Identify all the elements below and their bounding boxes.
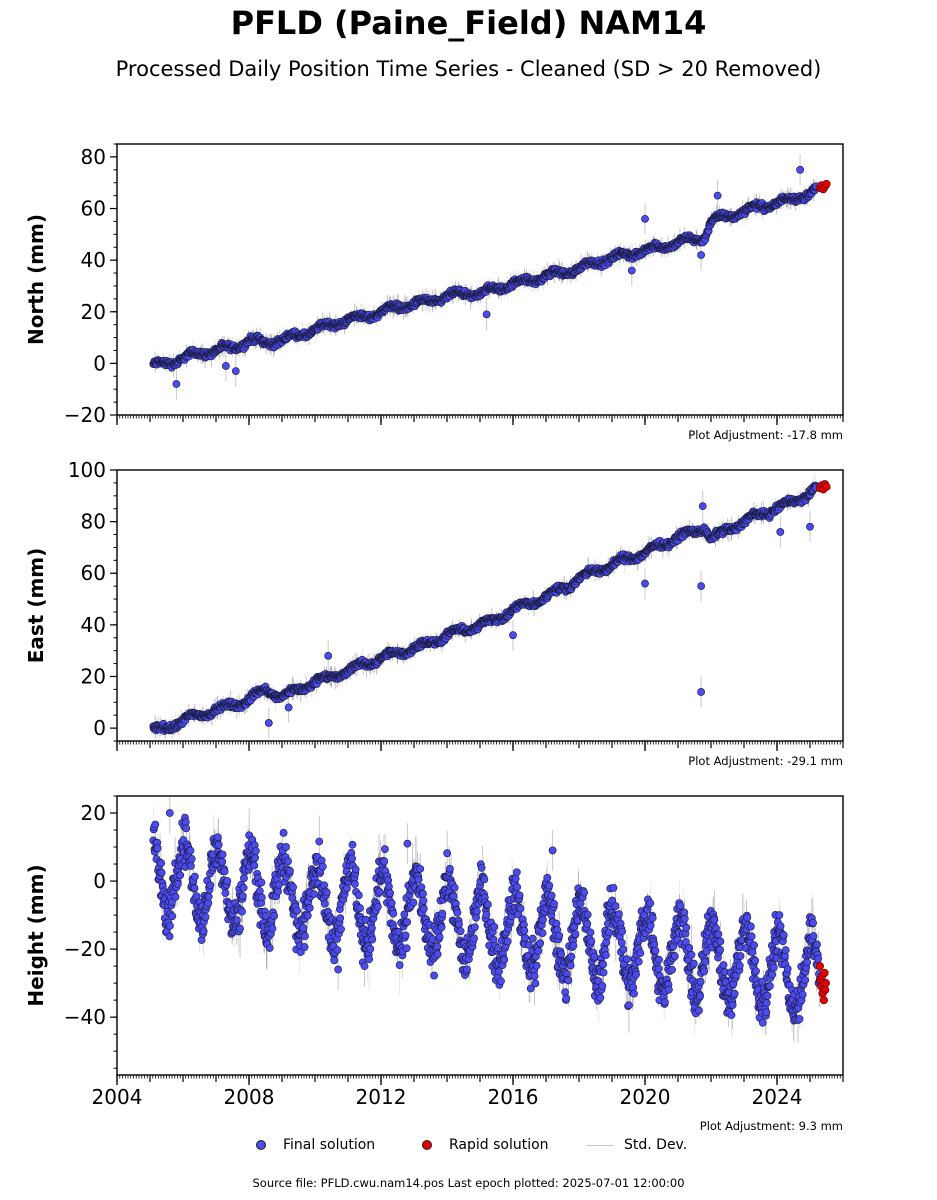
y-tick-label: 0 <box>93 351 106 375</box>
outlier-point <box>264 719 273 727</box>
y-tick-label: 100 <box>68 458 106 482</box>
outlier-point <box>482 310 491 319</box>
y-tick-label: 80 <box>81 510 106 534</box>
y-tick-label: 40 <box>81 248 106 272</box>
outlier-point <box>509 631 517 640</box>
y-axis-label: North (mm) <box>24 214 48 345</box>
outlier-point <box>697 582 705 591</box>
y-tick-label: 40 <box>81 613 106 637</box>
outlier-point <box>806 522 814 531</box>
outlier-point <box>698 502 707 511</box>
outlier-point <box>172 380 181 388</box>
outlier-point <box>221 362 230 370</box>
outlier-point <box>796 165 804 174</box>
y-tick-label: −20 <box>64 403 106 427</box>
y-tick-label: 0 <box>93 716 106 740</box>
outlier-point <box>776 528 785 536</box>
plot-area <box>149 473 831 740</box>
plot-area <box>149 796 830 1045</box>
y-tick-label: 80 <box>81 145 106 169</box>
figure-title: PFLD (Paine_Field) NAM14 <box>230 4 707 42</box>
y-axis-label: East (mm) <box>24 548 48 664</box>
rapid-solution-points <box>815 480 831 494</box>
plot-area <box>149 154 831 400</box>
plot-adjustment-note: Plot Adjustment: -29.1 mm <box>688 754 843 768</box>
outlier-point <box>697 688 705 696</box>
final-solution-points <box>149 481 821 735</box>
rapid-point <box>822 482 831 491</box>
rapid-point <box>822 179 831 189</box>
y-tick-label: 60 <box>81 561 106 585</box>
north-panel: −20 0 20 40 60 80 North (mm) Plot Adjustment: -… <box>24 143 844 442</box>
outlier-point <box>231 367 240 376</box>
y-tick-label: 20 <box>81 664 106 688</box>
outlier-point <box>713 191 722 200</box>
y-tick-label: 20 <box>81 300 106 324</box>
outlier-point <box>641 214 649 223</box>
final-solution-points <box>149 165 821 388</box>
outlier-point <box>284 703 293 712</box>
rapid-solution-points <box>815 179 831 194</box>
figure-subtitle: Processed Daily Position Time Series - C… <box>115 57 822 81</box>
outlier-point <box>324 651 333 660</box>
outlier-point <box>697 251 705 259</box>
y-tick-label: 60 <box>81 197 106 221</box>
outlier-point <box>641 579 649 588</box>
east-panel: 0 20 40 60 80 100 East (mm) Plot Adjustment: -2… <box>24 458 844 768</box>
std-dev-bars <box>154 154 817 400</box>
plot-adjustment-note: Plot Adjustment: -17.8 mm <box>688 428 843 442</box>
outlier-point <box>627 266 636 275</box>
